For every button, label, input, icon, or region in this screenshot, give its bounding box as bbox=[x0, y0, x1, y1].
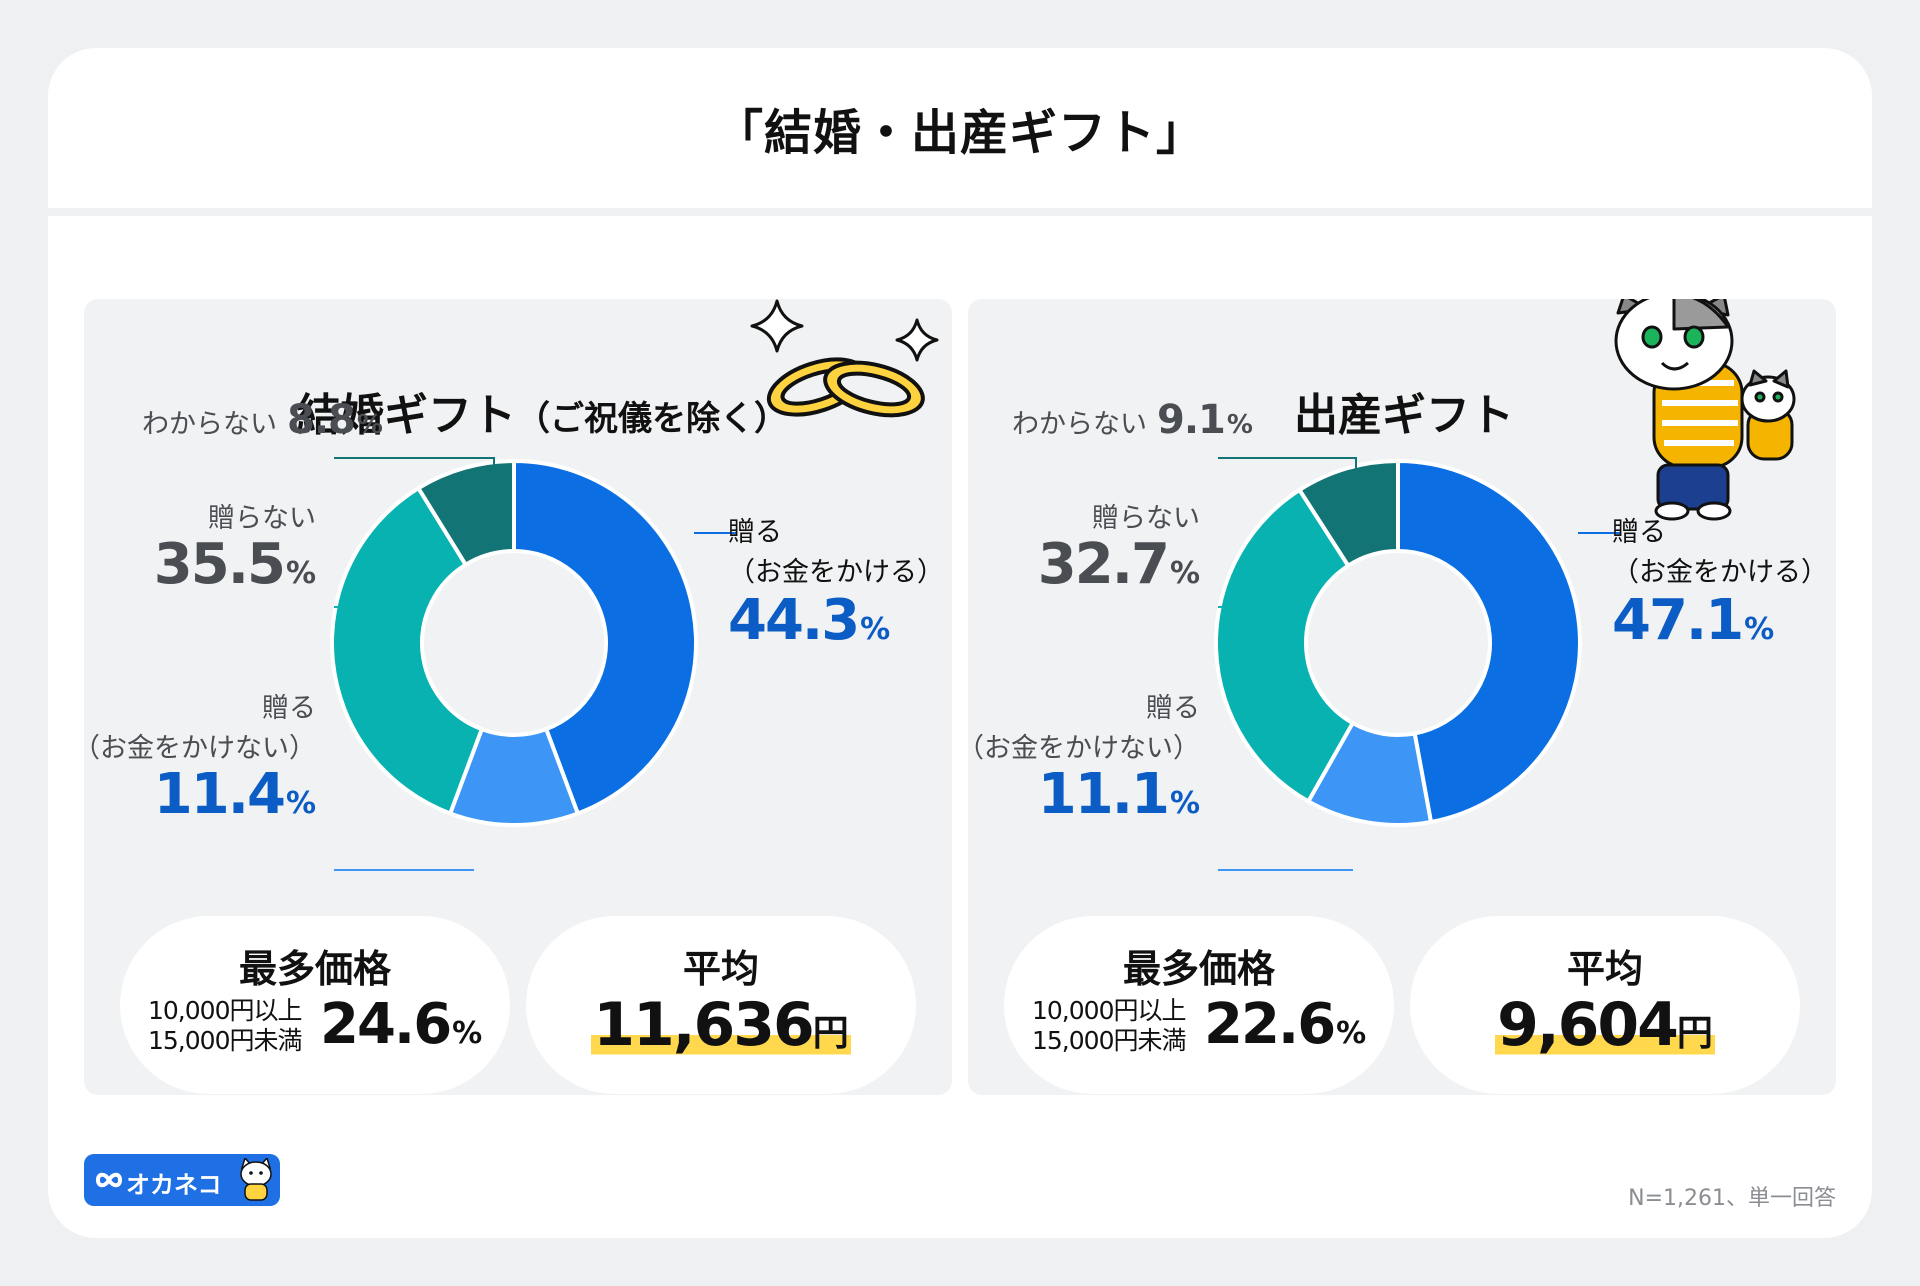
birth-slice-not-give bbox=[1214, 487, 1355, 804]
birth-average-pill: 平均 9,604円 bbox=[1410, 916, 1800, 1094]
wedding-nomoney-line2: （お金をかけない） bbox=[73, 733, 316, 764]
wedding-unknown-text: わからない bbox=[142, 409, 277, 440]
pct-sign: % bbox=[1169, 556, 1200, 591]
wedding-unknown-value: 8.8% bbox=[287, 397, 383, 443]
birth-notgive-value: 32.7% bbox=[1038, 537, 1200, 594]
wedding-notgive-number: 35.5 bbox=[153, 532, 286, 597]
birth-mode-range: 10,000円以上 15,000円未満 bbox=[1032, 996, 1186, 1056]
logo-text: オカネコ bbox=[126, 1171, 222, 1199]
birth-mode-heading: 最多価格 bbox=[1122, 947, 1275, 991]
wedding-slice-give-money bbox=[512, 459, 698, 816]
birth-slice-give-money bbox=[1396, 459, 1582, 824]
pct-sign: % bbox=[1226, 410, 1253, 440]
birth-unknown-value: 9.1% bbox=[1157, 397, 1253, 443]
birth-mode-number: 22.6 bbox=[1204, 992, 1336, 1057]
birth-leader-lines bbox=[1218, 457, 1620, 871]
wedding-money-value: 44.3% bbox=[728, 593, 944, 650]
wedding-mode-pill: 最多価格 10,000円以上 15,000円未満 24.6% bbox=[120, 916, 510, 1094]
pct-sign: % bbox=[1169, 786, 1200, 821]
birth-average-value: 9,604円 bbox=[1495, 990, 1715, 1060]
birth-average-heading: 平均 bbox=[1566, 947, 1643, 991]
birth-panel-title: 出産ギフト bbox=[1294, 390, 1514, 441]
birth-average-number: 9,604 bbox=[1497, 990, 1679, 1060]
cat-parent-child-icon bbox=[1614, 299, 1796, 521]
birth-nomoney-line1: 贈る bbox=[1146, 693, 1200, 724]
pct-sign: % bbox=[285, 786, 316, 821]
wedding-money-line1: 贈る bbox=[728, 517, 782, 548]
birth-mode-range1: 10,000円以上 bbox=[1032, 996, 1186, 1025]
wedding-mode-number: 24.6 bbox=[320, 992, 452, 1057]
birth-mode-value: 22.6% bbox=[1204, 992, 1366, 1057]
wedding-nomoney-label: 贈る （お金をかけない） 11.4% bbox=[73, 689, 316, 824]
wedding-average-value: 11,636円 bbox=[591, 990, 851, 1060]
wedding-donut-chart bbox=[330, 299, 939, 871]
pct-sign: % bbox=[356, 410, 383, 440]
birth-money-label: 贈る （お金をかける） 47.1% bbox=[1612, 513, 1828, 650]
wedding-average-number: 11,636 bbox=[593, 990, 815, 1060]
pct-sign: % bbox=[860, 612, 891, 647]
pct-sign: % bbox=[285, 556, 316, 591]
birth-money-line2: （お金をかける） bbox=[1612, 557, 1828, 588]
wedding-money-label: 贈る （お金をかける） 44.3% bbox=[728, 513, 944, 650]
okaneko-logo: オカネコ bbox=[84, 1154, 280, 1206]
wedding-mode-range2: 15,000円未満 bbox=[148, 1026, 302, 1055]
wedding-panel-title: 結婚ギフト（ご祝儀を除く） bbox=[296, 379, 788, 443]
birth-donut-chart bbox=[1214, 299, 1796, 871]
birth-mode-range2: 15,000円未満 bbox=[1032, 1026, 1186, 1055]
wedding-nomoney-number: 11.4 bbox=[153, 762, 286, 827]
infinity-icon bbox=[96, 1172, 122, 1188]
birth-money-line1: 贈る bbox=[1612, 517, 1666, 548]
wedding-nomoney-value: 11.4% bbox=[73, 767, 316, 824]
wedding-title-main: 結婚ギフト bbox=[296, 390, 516, 441]
wedding-title-sub: （ご祝儀を除く） bbox=[516, 399, 788, 439]
birth-mode-pill: 最多価格 10,000円以上 15,000円未満 22.6% bbox=[1004, 916, 1394, 1094]
wedding-slice-unknown bbox=[416, 459, 516, 567]
infographic-card: 「結婚・出産ギフト」 結婚ギフト（ご祝儀を除く） わからない 8 bbox=[48, 48, 1872, 1238]
wedding-average-heading: 平均 bbox=[682, 947, 759, 991]
pct-sign: % bbox=[452, 1016, 483, 1051]
birth-money-number: 47.1 bbox=[1612, 588, 1744, 653]
wedding-mode-range: 10,000円以上 15,000円未満 bbox=[148, 996, 302, 1056]
wedding-panel: 結婚ギフト（ご祝儀を除く） わからない 8.8% 贈らない 35.5% 贈 bbox=[73, 299, 952, 1095]
sample-note: N=1,261、単一回答 bbox=[1628, 1186, 1836, 1211]
birth-unknown-text: わからない bbox=[1012, 409, 1147, 440]
pct-sign: % bbox=[1744, 612, 1775, 647]
wedding-mode-heading: 最多価格 bbox=[238, 947, 391, 991]
wedding-notgive-label: 贈らない 35.5% bbox=[154, 499, 316, 594]
wedding-leader-lines bbox=[334, 457, 736, 871]
wedding-unknown-label: わからない 8.8% bbox=[142, 400, 383, 445]
birth-panel: 出産ギフト bbox=[957, 299, 1836, 1095]
page-title: 「結婚・出産ギフト」 bbox=[714, 105, 1205, 161]
cat-mascot-icon bbox=[240, 1158, 272, 1201]
wedding-notgive-text: 贈らない bbox=[208, 503, 316, 534]
wedding-rings-icon bbox=[766, 357, 925, 418]
birth-nomoney-value: 11.1% bbox=[957, 767, 1200, 824]
wedding-mode-value: 24.6% bbox=[320, 992, 482, 1057]
wedding-money-line2: （お金をかける） bbox=[728, 557, 944, 588]
birth-unknown-label: わからない 9.1% bbox=[1012, 400, 1253, 445]
wedding-money-number: 44.3 bbox=[728, 588, 860, 653]
wedding-slice-not-give bbox=[330, 486, 484, 816]
wedding-average-pill: 平均 11,636円 bbox=[526, 916, 916, 1094]
wedding-unknown-number: 8.8 bbox=[287, 397, 356, 443]
wedding-notgive-value: 35.5% bbox=[154, 537, 316, 594]
title-divider bbox=[48, 208, 1872, 216]
birth-nomoney-line2: （お金をかけない） bbox=[957, 733, 1200, 764]
birth-notgive-number: 32.7 bbox=[1037, 532, 1170, 597]
pct-sign: % bbox=[1336, 1016, 1367, 1051]
birth-notgive-text: 贈らない bbox=[1092, 503, 1200, 534]
wedding-nomoney-line1: 贈る bbox=[262, 693, 316, 724]
sparkle-icon bbox=[750, 299, 939, 362]
birth-unknown-number: 9.1 bbox=[1157, 397, 1226, 443]
birth-nomoney-label: 贈る （お金をかけない） 11.1% bbox=[957, 689, 1200, 824]
birth-nomoney-number: 11.1 bbox=[1037, 762, 1170, 827]
wedding-mode-range1: 10,000円以上 bbox=[148, 996, 302, 1025]
birth-notgive-label: 贈らない 32.7% bbox=[1038, 499, 1200, 594]
yen-sign: 円 bbox=[812, 1013, 849, 1054]
birth-money-value: 47.1% bbox=[1612, 593, 1828, 650]
birth-slice-unknown bbox=[1297, 459, 1400, 568]
yen-sign: 円 bbox=[1676, 1013, 1713, 1054]
